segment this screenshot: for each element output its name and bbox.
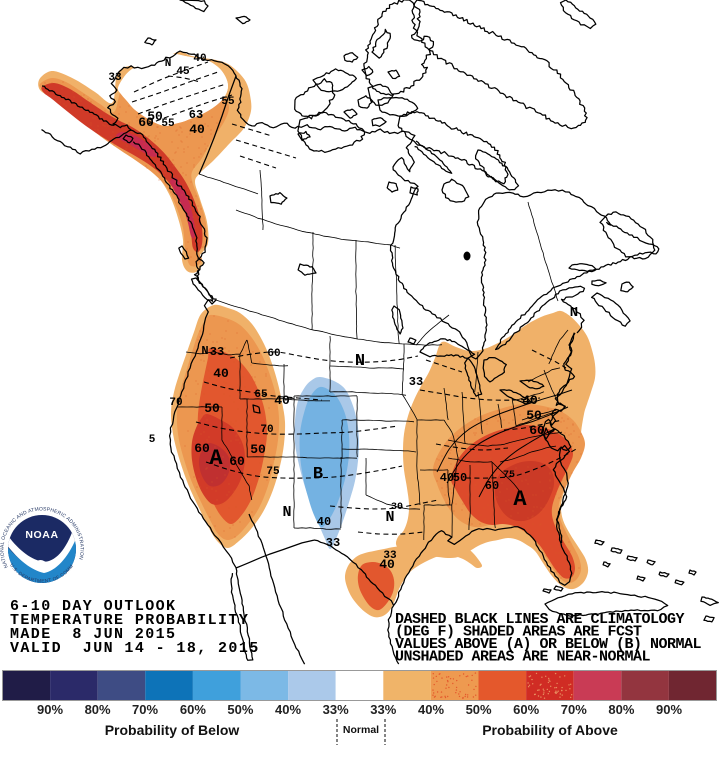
svg-text:60: 60 xyxy=(267,348,280,360)
svg-text:40: 40 xyxy=(274,393,290,408)
svg-text:75: 75 xyxy=(503,470,515,481)
svg-text:6-10 DAY OUTLOOK: 6-10 DAY OUTLOOK xyxy=(10,598,176,615)
svg-text:40: 40 xyxy=(379,557,395,572)
svg-text:N: N xyxy=(570,305,578,321)
svg-text:VALUES ABOVE (A) OR BELOW (B): VALUES ABOVE (A) OR BELOW (B) NORMAL xyxy=(395,636,702,653)
svg-text:50: 50 xyxy=(453,471,467,485)
svg-text:N: N xyxy=(165,58,172,70)
svg-text:70: 70 xyxy=(169,397,182,409)
svg-text:30: 30 xyxy=(391,502,403,513)
svg-text:63: 63 xyxy=(189,108,203,122)
svg-text:70%: 70% xyxy=(561,702,587,717)
svg-text:60: 60 xyxy=(138,115,154,130)
svg-text:(DEG F) SHADED AREAS ARE FCST: (DEG F) SHADED AREAS ARE FCST xyxy=(395,624,642,641)
svg-text:50%: 50% xyxy=(466,702,492,717)
svg-text:40: 40 xyxy=(213,366,229,381)
svg-text:80%: 80% xyxy=(608,702,634,717)
svg-text:50: 50 xyxy=(250,442,266,457)
svg-text:60: 60 xyxy=(194,441,210,456)
svg-text:50: 50 xyxy=(204,401,220,416)
svg-text:33: 33 xyxy=(383,550,397,562)
svg-text:40: 40 xyxy=(193,53,206,65)
svg-text:UNSHADED AREAS ARE NEAR-NORMAL: UNSHADED AREAS ARE NEAR-NORMAL xyxy=(395,649,651,666)
svg-text:TEMPERATURE PROBABILITY: TEMPERATURE PROBABILITY xyxy=(10,612,249,629)
svg-text:N: N xyxy=(282,504,291,521)
svg-text:60%: 60% xyxy=(513,702,539,717)
svg-text:60: 60 xyxy=(229,454,245,469)
svg-text:Probability of Above: Probability of Above xyxy=(482,722,618,738)
svg-text:33: 33 xyxy=(108,72,122,84)
svg-text:A: A xyxy=(209,446,223,471)
svg-text:5: 5 xyxy=(149,434,156,446)
svg-text:55: 55 xyxy=(221,96,235,108)
svg-text:60: 60 xyxy=(529,423,545,438)
svg-text:75: 75 xyxy=(266,466,280,478)
svg-text:40: 40 xyxy=(440,471,454,485)
svg-text:VALID JUN 14 - 18, 2015: VALID JUN 14 - 18, 2015 xyxy=(10,640,260,657)
svg-text:50%: 50% xyxy=(227,702,253,717)
svg-text:DASHED BLACK LINES ARE CLIMATO: DASHED BLACK LINES ARE CLIMATOLOGY xyxy=(395,611,685,628)
svg-text:50: 50 xyxy=(526,408,542,423)
svg-text:40%: 40% xyxy=(418,702,444,717)
svg-text:40: 40 xyxy=(522,393,538,408)
svg-text:80%: 80% xyxy=(85,702,111,717)
svg-text:33: 33 xyxy=(326,536,340,550)
svg-text:A: A xyxy=(513,487,527,512)
svg-text:60: 60 xyxy=(485,479,499,493)
svg-text:60%: 60% xyxy=(180,702,206,717)
svg-text:90%: 90% xyxy=(656,702,682,717)
svg-text:33: 33 xyxy=(210,345,224,359)
svg-text:33: 33 xyxy=(409,375,423,389)
svg-text:55: 55 xyxy=(161,118,175,130)
svg-text:45: 45 xyxy=(176,66,190,78)
svg-text:40: 40 xyxy=(317,515,331,529)
svg-text:33%: 33% xyxy=(323,702,349,717)
svg-text:40: 40 xyxy=(189,122,205,137)
svg-text:70: 70 xyxy=(260,424,273,436)
svg-text:MADE 8 JUN 2015: MADE 8 JUN 2015 xyxy=(10,626,176,643)
svg-text:70%: 70% xyxy=(132,702,158,717)
svg-text:40%: 40% xyxy=(275,702,301,717)
svg-text:N: N xyxy=(385,509,394,526)
svg-text:90%: 90% xyxy=(37,702,63,717)
svg-text:33%: 33% xyxy=(370,702,396,717)
svg-text:N: N xyxy=(355,352,365,371)
svg-text:65: 65 xyxy=(254,389,268,401)
svg-text:N: N xyxy=(201,344,208,358)
svg-text:NOAA: NOAA xyxy=(25,529,58,541)
svg-text:Normal: Normal xyxy=(343,724,379,736)
svg-text:50: 50 xyxy=(147,109,163,124)
svg-text:Probability of Below: Probability of Below xyxy=(105,722,240,738)
svg-text:B: B xyxy=(313,465,323,484)
